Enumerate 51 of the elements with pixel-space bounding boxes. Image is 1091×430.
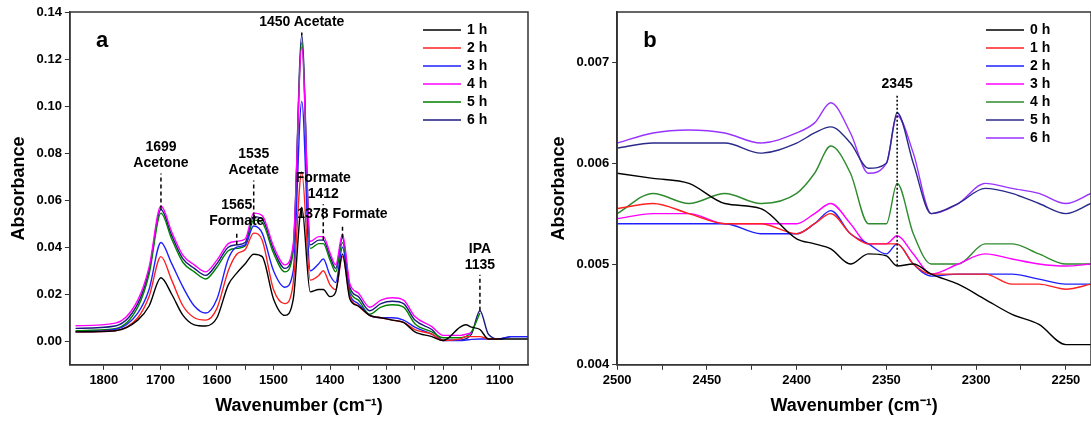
y-tick-label: 0.10	[36, 97, 62, 113]
legend-label: 2 h	[467, 38, 488, 55]
legend-label: 4 h	[1030, 92, 1051, 109]
y-tick-label: 0.08	[36, 144, 62, 160]
y-axis-title: Absorbance	[547, 136, 568, 241]
x-tick-label: 1800	[89, 372, 119, 388]
y-tick-label: 0.14	[36, 3, 63, 19]
x-tick-label: 1300	[372, 372, 402, 388]
y-tick-label: 0.04	[36, 238, 63, 254]
x-tick-label: 1600	[202, 372, 232, 388]
y-tick-label: 0.005	[576, 255, 610, 271]
text: a	[95, 27, 109, 53]
x-tick-label: 2500	[602, 372, 632, 388]
x-tick-label: 2250	[1051, 372, 1081, 388]
x-tick-label: 1500	[259, 372, 288, 388]
legend-label: 6 h	[1030, 128, 1051, 145]
y-axis-title: Absorbance	[7, 136, 28, 241]
legend-label: 1 h	[1030, 38, 1051, 55]
y-tick-label: 0.12	[36, 50, 62, 66]
legend-label: 2 h	[1030, 56, 1051, 73]
x-axis-title: Wavenumber (cm⁻¹)	[770, 395, 938, 416]
legend-label: 5 h	[1030, 110, 1051, 127]
x-tick-label: 1400	[315, 372, 345, 388]
x-tick-label: 1200	[428, 372, 458, 388]
y-tick-label: 0.00	[36, 332, 62, 348]
line-series	[617, 145, 1091, 265]
text: b	[643, 27, 657, 53]
x-tick-label: 2300	[961, 372, 991, 388]
annotation: 1699 Acetone	[133, 138, 189, 171]
annotation: 1535 Acetate	[228, 145, 280, 178]
x-tick-label: 1100	[485, 372, 514, 388]
legend-label: 1 h	[467, 20, 488, 37]
legend-label: 5 h	[467, 92, 488, 109]
x-tick-label: 2350	[871, 372, 901, 388]
x-tick-label: 2450	[692, 372, 722, 388]
y-tick-label: 0.006	[576, 154, 610, 170]
annotation: 2345	[881, 74, 913, 91]
annotation: IPA 1135	[464, 239, 496, 272]
legend-label: 6 h	[467, 110, 488, 127]
x-axis-title: Wavenumber (cm⁻¹)	[215, 395, 383, 416]
x-tick-label: 1700	[145, 372, 175, 388]
legend-label: 4 h	[467, 74, 488, 91]
y-tick-label: 0.007	[576, 53, 610, 69]
y-tick-label: 0.004	[576, 356, 610, 372]
y-tick-label: 0.06	[36, 191, 62, 207]
y-tick-label: 0.02	[36, 285, 62, 301]
legend-label: 3 h	[1030, 74, 1051, 91]
legend-label: 3 h	[467, 56, 488, 73]
annotation: 1450 Acetate	[259, 13, 345, 30]
legend-label: 0 h	[1030, 20, 1051, 37]
x-tick-label: 2400	[782, 372, 812, 388]
